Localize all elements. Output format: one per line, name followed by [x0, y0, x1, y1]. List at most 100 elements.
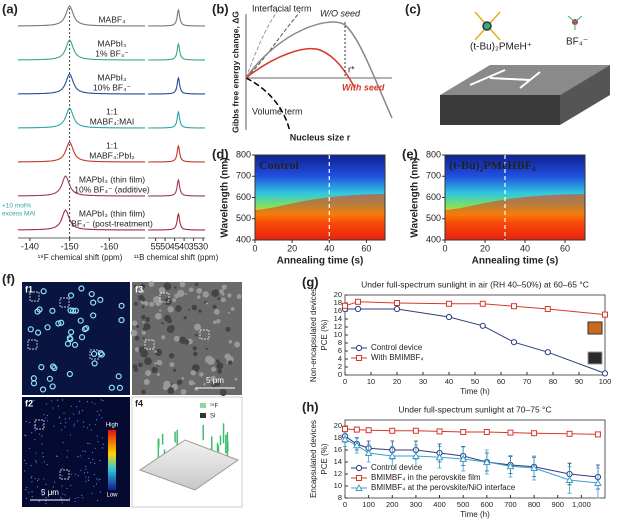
- y-tick-label: 18: [334, 433, 342, 442]
- y-tick-label: 800: [236, 149, 251, 159]
- curve: [245, 21, 393, 119]
- y-tick-label: 14: [334, 457, 342, 466]
- grain: [193, 351, 198, 357]
- grain: [176, 379, 183, 385]
- y-tick-label: 500: [426, 213, 441, 223]
- x-tick-label: -140: [21, 241, 39, 251]
- spot: [92, 458, 94, 460]
- spot: [83, 472, 85, 474]
- spectrum: [18, 5, 205, 27]
- spot: [89, 443, 91, 445]
- x-tick-label: 900: [551, 500, 564, 509]
- grain: [179, 336, 187, 344]
- spot: [100, 399, 102, 401]
- grain: [131, 320, 138, 326]
- grain: [173, 335, 180, 342]
- spot: [66, 334, 73, 342]
- frame: [344, 294, 606, 376]
- grain: [130, 329, 138, 337]
- point: [355, 298, 361, 305]
- spot: [89, 462, 92, 464]
- trace-label: 10% BF₄⁻: [93, 82, 132, 92]
- point: [531, 430, 538, 437]
- grain: [211, 366, 217, 372]
- point: [479, 300, 486, 307]
- spot: [24, 489, 27, 491]
- spot: [87, 442, 89, 444]
- legend-marker: [356, 475, 362, 481]
- legend-marker: [355, 483, 363, 491]
- label: r*: [348, 64, 355, 74]
- point: [436, 428, 443, 435]
- point: [354, 305, 362, 313]
- spot: [61, 485, 63, 487]
- y-tick-label: 20: [334, 290, 342, 299]
- x-tick-label: 10: [367, 377, 375, 386]
- point: [602, 311, 608, 318]
- spot: [66, 487, 68, 490]
- grain: [148, 281, 155, 287]
- grain: [134, 302, 138, 306]
- roi: [59, 297, 70, 308]
- spot: [93, 485, 95, 487]
- spot: [88, 290, 95, 298]
- series-line: [344, 438, 598, 484]
- image-label: f1: [25, 284, 33, 294]
- grain: [141, 289, 145, 294]
- grain: [191, 364, 200, 372]
- point: [342, 426, 348, 432]
- grain: [134, 347, 140, 352]
- grain-boundary: [469, 69, 541, 89]
- axis-label: ¹¹B chemical shift (ppm): [134, 253, 219, 262]
- point: [394, 300, 400, 306]
- trace-label: MAPbI₃: [98, 38, 127, 48]
- grain: [219, 388, 227, 396]
- spot: [49, 383, 56, 390]
- y-tick-label: 700: [236, 171, 251, 181]
- image-label: f2: [25, 398, 33, 408]
- legend-label: BMIMBF₄ in the perovskite film: [371, 473, 481, 482]
- spot: [96, 435, 98, 437]
- grain: [140, 349, 149, 358]
- spot: [82, 450, 84, 452]
- spot: [53, 481, 56, 483]
- spot: [90, 350, 98, 358]
- point: [435, 453, 444, 461]
- x-tick-label: 90: [575, 377, 583, 386]
- spot: [116, 384, 124, 391]
- spectrum: [18, 39, 205, 61]
- spot: [83, 325, 90, 332]
- spot: [96, 499, 99, 502]
- molecule: [474, 11, 501, 41]
- spot: [29, 421, 31, 424]
- spot: [101, 437, 103, 439]
- spot: [23, 470, 26, 472]
- grain: [202, 291, 209, 298]
- y-tick-label: 12: [334, 469, 342, 478]
- grain: [221, 284, 227, 290]
- spot: [61, 502, 63, 504]
- spot: [94, 403, 96, 405]
- grain: [217, 369, 223, 374]
- spot: [43, 478, 45, 480]
- spot: [79, 400, 81, 402]
- legend-label: Si: [210, 414, 215, 420]
- spot: [91, 492, 93, 494]
- curve: [245, 11, 301, 79]
- spot: [72, 413, 75, 415]
- roi: [34, 419, 45, 430]
- point: [445, 313, 453, 321]
- spot: [80, 469, 82, 472]
- legend-swatch: [200, 403, 206, 408]
- grain: [153, 295, 161, 304]
- spot: [37, 480, 39, 482]
- y-tick-label: 12: [334, 322, 342, 331]
- roi: [159, 292, 170, 303]
- trace-label: 1:1: [106, 106, 118, 116]
- spot: [41, 452, 44, 454]
- grain: [220, 297, 226, 303]
- spot: [70, 484, 72, 486]
- spot: [61, 467, 63, 470]
- axis-label: ¹⁹F chemical shift (ppm): [38, 253, 123, 262]
- point: [388, 451, 397, 459]
